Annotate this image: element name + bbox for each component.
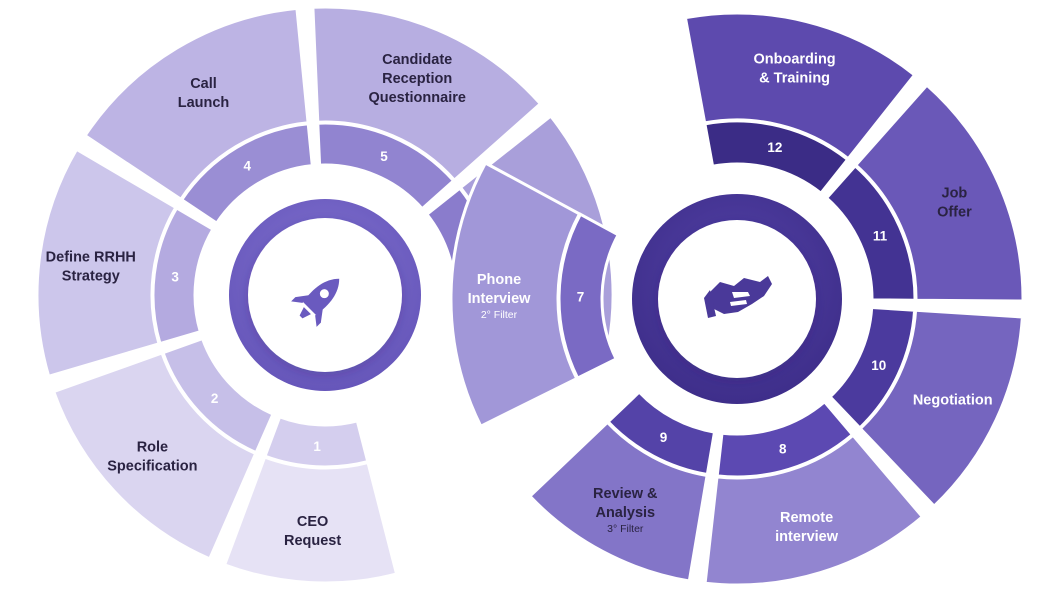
segment-band bbox=[151, 205, 215, 346]
step-label: Job Offer bbox=[937, 186, 972, 221]
left-step-1: 1 CEO Request bbox=[223, 414, 399, 585]
right-step-9: 9 Review & Analysis 3° Filter bbox=[528, 389, 717, 583]
step-label: Candidate Reception Questionnaire bbox=[368, 52, 466, 106]
step-number: 1 bbox=[313, 439, 321, 454]
segment-band bbox=[703, 119, 850, 196]
step-label: Onboarding & Training bbox=[754, 52, 836, 87]
step-number: 8 bbox=[779, 442, 787, 457]
left-cycle: 1 CEO Request 2 Role Specification 3 Define RRH… bbox=[35, 5, 615, 585]
segment-band bbox=[179, 122, 314, 226]
right-step-10: 10 Negotiation bbox=[827, 305, 1024, 508]
step-label: Define RRHH Strategy bbox=[46, 250, 136, 285]
segment-band bbox=[715, 399, 855, 479]
step-number: 5 bbox=[380, 149, 388, 164]
step-label: Phone Interview bbox=[468, 272, 532, 307]
left-step-2: 2 Role Specification bbox=[52, 336, 275, 561]
handshake-icon bbox=[704, 276, 772, 318]
segment-band bbox=[161, 336, 275, 455]
step-number: 7 bbox=[577, 289, 585, 304]
step-label: Review & Analysis bbox=[593, 486, 658, 521]
step-filter-note: 3° Filter bbox=[607, 523, 644, 535]
step-label: Role Specification bbox=[107, 440, 197, 475]
left-step-5: 5 Candidate Reception Questionnaire bbox=[311, 5, 542, 211]
right-step-8: 8 Remote interview bbox=[703, 399, 924, 587]
step-number: 9 bbox=[660, 430, 668, 445]
right-step-11: 11 Job Offer bbox=[824, 83, 1025, 303]
step-number: 10 bbox=[871, 358, 886, 373]
right-step-12: 12 Onboarding & Training bbox=[683, 11, 917, 196]
step-label: Remote interview bbox=[775, 510, 839, 545]
segment-band bbox=[605, 389, 717, 477]
segment-band bbox=[263, 414, 370, 469]
segment-band bbox=[824, 163, 917, 302]
step-number: 3 bbox=[171, 270, 179, 285]
step-label: Call Launch bbox=[178, 76, 230, 111]
left-step-3: 3 Define RRHH Strategy bbox=[35, 147, 215, 378]
left-step-4: 4 Call Launch bbox=[83, 6, 314, 226]
step-label: Negotiation bbox=[913, 393, 993, 409]
rocket-icon bbox=[291, 278, 340, 327]
left-hub bbox=[229, 199, 421, 391]
right-hub bbox=[632, 194, 842, 404]
segment-band bbox=[827, 305, 917, 431]
step-number: 11 bbox=[873, 228, 888, 243]
step-number: 12 bbox=[767, 140, 782, 155]
step-number: 2 bbox=[211, 391, 219, 406]
segment-band bbox=[316, 121, 456, 211]
step-label: CEO Request bbox=[284, 514, 341, 549]
segment-band bbox=[557, 212, 621, 381]
right-step-7: 7 Phone Interview 2° Filter bbox=[449, 161, 621, 428]
step-filter-note: 2° Filter bbox=[481, 309, 518, 321]
right-cycle: 7 Phone Interview 2° Filter 8 Remote interview… bbox=[449, 11, 1025, 587]
step-number: 4 bbox=[243, 159, 251, 174]
